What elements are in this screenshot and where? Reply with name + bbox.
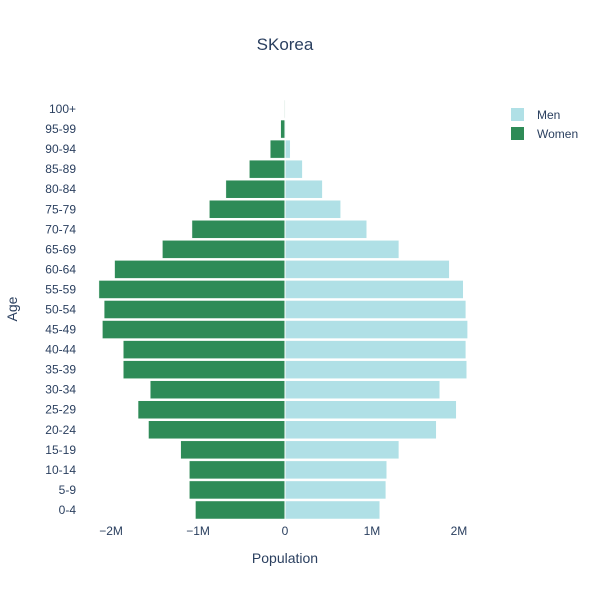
women-bar-35-39[interactable] bbox=[123, 360, 286, 379]
y-tick-label: 15-19 bbox=[45, 443, 76, 457]
women-bar-25-29[interactable] bbox=[137, 400, 286, 420]
x-axis-ticks: −2M −1M 0 1M 2M bbox=[99, 524, 467, 538]
women-bar-50-54[interactable] bbox=[103, 300, 286, 319]
men-bar-55-59[interactable] bbox=[284, 280, 464, 299]
y-tick-label: 90-94 bbox=[45, 142, 76, 156]
y-tick-label: 65-69 bbox=[45, 242, 76, 256]
chart-title: SKorea bbox=[257, 35, 314, 54]
women-bar-90-94[interactable] bbox=[269, 139, 286, 159]
x-tick-label: 2M bbox=[451, 524, 468, 538]
women-bar-5-9[interactable] bbox=[189, 480, 286, 500]
men-bar-40-44[interactable] bbox=[284, 340, 467, 359]
men-bar-0-4[interactable] bbox=[284, 500, 381, 520]
women-bar-20-24[interactable] bbox=[148, 420, 286, 440]
men-bar-80-84[interactable] bbox=[284, 179, 323, 199]
men-bar-70-74[interactable] bbox=[284, 220, 367, 239]
men-bar-90-94[interactable] bbox=[284, 139, 291, 159]
women-bar-85-89[interactable] bbox=[249, 159, 286, 179]
y-tick-label: 40-44 bbox=[45, 343, 76, 357]
men-bar-50-54[interactable] bbox=[284, 300, 467, 319]
y-tick-label: 50-54 bbox=[45, 303, 76, 317]
y-axis-ticks: 0-4 5-9 10-14 15-19 20-24 25-29 30-34 35-39 40-4… bbox=[45, 102, 76, 517]
legend[interactable]: Men Women bbox=[511, 108, 578, 141]
x-tick-label: −2M bbox=[99, 524, 123, 538]
women-bar-95-99[interactable] bbox=[280, 119, 286, 139]
men-bar-5-9[interactable] bbox=[284, 480, 387, 500]
y-tick-label: 100+ bbox=[49, 102, 76, 116]
men-bar-75-79[interactable] bbox=[284, 199, 341, 219]
x-tick-label: 1M bbox=[364, 524, 381, 538]
men-bar-20-24[interactable] bbox=[284, 420, 437, 440]
women-bar-30-34[interactable] bbox=[149, 380, 286, 399]
y-tick-label: 10-14 bbox=[45, 463, 76, 477]
y-tick-label: 0-4 bbox=[59, 503, 77, 517]
x-tick-label: −1M bbox=[186, 524, 210, 538]
men-bar-85-89[interactable] bbox=[284, 159, 303, 179]
y-tick-label: 5-9 bbox=[59, 483, 77, 497]
y-tick-label: 80-84 bbox=[45, 182, 76, 196]
women-bar-75-79[interactable] bbox=[209, 199, 286, 219]
women-bar-45-49[interactable] bbox=[102, 320, 286, 339]
y-tick-label: 35-39 bbox=[45, 363, 76, 377]
y-tick-label: 30-34 bbox=[45, 383, 76, 397]
x-axis-title: Population bbox=[252, 550, 318, 566]
men-bar-60-64[interactable] bbox=[284, 260, 450, 279]
women-bar-0-4[interactable] bbox=[195, 500, 286, 520]
legend-swatch bbox=[511, 127, 524, 140]
men-bar-25-29[interactable] bbox=[284, 400, 457, 420]
women-bar-40-44[interactable] bbox=[123, 340, 286, 359]
y-tick-label: 60-64 bbox=[45, 262, 76, 276]
legend-item-women[interactable]: Women bbox=[511, 127, 578, 141]
men-bar-15-19[interactable] bbox=[284, 440, 400, 460]
men-bar-30-34[interactable] bbox=[284, 380, 441, 399]
women-bar-60-64[interactable] bbox=[114, 260, 286, 279]
women-bar-80-84[interactable] bbox=[225, 179, 286, 199]
women-bar-15-19[interactable] bbox=[180, 440, 286, 460]
women-bar-70-74[interactable] bbox=[191, 220, 286, 239]
y-axis-title: Age bbox=[4, 296, 20, 321]
y-tick-label: 45-49 bbox=[45, 323, 76, 337]
y-tick-label: 85-89 bbox=[45, 162, 76, 176]
legend-label: Men bbox=[537, 108, 560, 122]
legend-label: Women bbox=[537, 127, 578, 141]
y-tick-label: 20-24 bbox=[45, 423, 76, 437]
men-bar-10-14[interactable] bbox=[284, 460, 387, 480]
men-bar-45-49[interactable] bbox=[284, 320, 468, 339]
men-bar-35-39[interactable] bbox=[284, 360, 467, 379]
women-bar-65-69[interactable] bbox=[162, 240, 286, 259]
women-bar-55-59[interactable] bbox=[98, 280, 286, 299]
x-tick-label: 0 bbox=[282, 524, 289, 538]
y-tick-label: 25-29 bbox=[45, 403, 76, 417]
y-tick-label: 70-74 bbox=[45, 222, 76, 236]
y-tick-label: 95-99 bbox=[45, 122, 76, 136]
legend-swatch bbox=[511, 108, 524, 121]
y-tick-label: 75-79 bbox=[45, 202, 76, 216]
y-tick-label: 55-59 bbox=[45, 282, 76, 296]
bars-group bbox=[98, 99, 468, 520]
legend-item-men[interactable]: Men bbox=[511, 108, 560, 122]
women-bar-10-14[interactable] bbox=[189, 460, 286, 480]
men-bar-65-69[interactable] bbox=[284, 240, 400, 259]
